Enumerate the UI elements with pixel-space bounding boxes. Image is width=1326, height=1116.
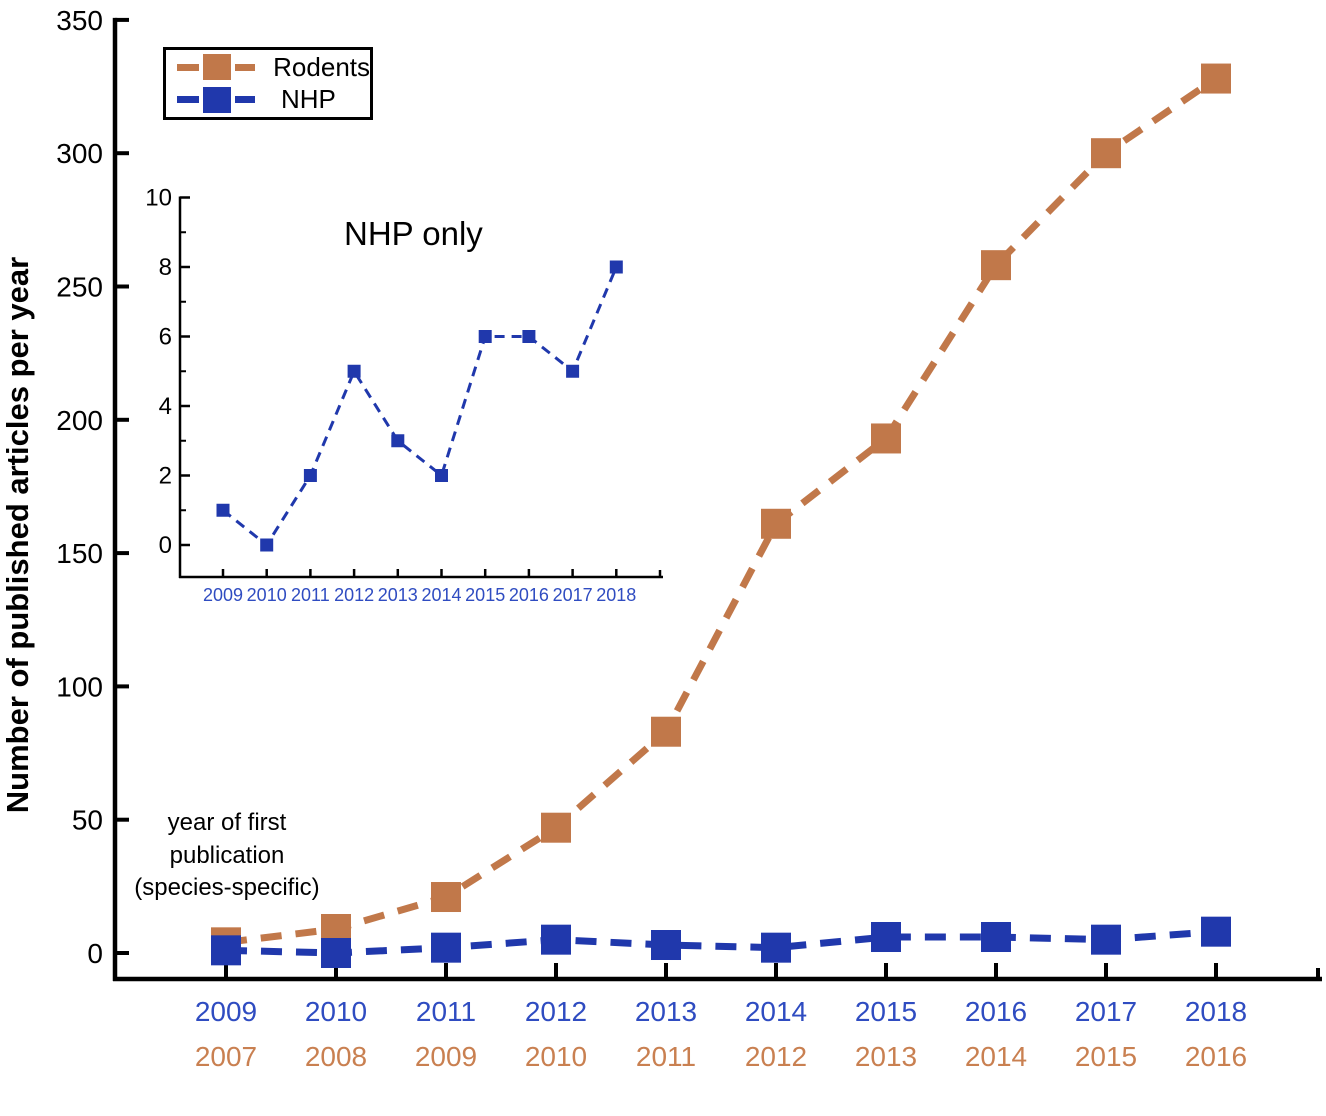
- nhp-marker-2011: [431, 932, 461, 963]
- rodents-marker-2018: [1201, 63, 1231, 94]
- rodents-line: [225, 75, 1218, 946]
- annotation-line-1: year of first: [167, 809, 287, 836]
- legend-item-rodents: Rodents: [177, 52, 370, 83]
- main-xlabel-nhp-years-2016: 2016: [965, 996, 1027, 1027]
- nhp-line-marker-swatch: [177, 86, 263, 113]
- inset-xlabel-2015: 2015: [465, 585, 505, 605]
- inset-nhp-marker-2014: [435, 469, 448, 482]
- main-xlabel-nhp-years-2010: 2010: [305, 996, 367, 1027]
- nhp-marker-2009: [211, 935, 241, 966]
- inset-nhp-marker-2009: [216, 503, 230, 517]
- inset-nhp-marker-2016: [522, 330, 536, 343]
- main-xlabel-rodent-years-2008: 2008: [305, 1041, 367, 1072]
- nhp-marker-2017: [1091, 924, 1121, 955]
- main-xlabel-nhp-years-2015: 2015: [855, 996, 917, 1027]
- legend-label-nhp: NHP: [281, 84, 336, 115]
- rodents-line-marker-swatch: [177, 54, 255, 81]
- inset-xlabel-2016: 2016: [509, 585, 549, 605]
- inset-ytick-label-2: 2: [159, 463, 172, 490]
- inset-nhp-marker-2012: [347, 364, 361, 378]
- rodents-marker-2014: [761, 508, 791, 539]
- main-ytick-label-0: 0: [87, 938, 103, 969]
- inset-xlabel-2011: 2011: [291, 585, 330, 605]
- inset-xlabel-2014: 2014: [421, 585, 461, 605]
- inset-xlabel-2009: 2009: [203, 585, 243, 605]
- main-xlabel-rodent-years-2010: 2010: [525, 1041, 587, 1072]
- inset-nhp-marker-2015: [478, 330, 492, 343]
- inset-title: NHP only: [344, 215, 483, 252]
- inset-nhp-marker-2018: [609, 260, 623, 274]
- inset-ytick-label-8: 8: [159, 254, 172, 281]
- main-ytick-label-100: 100: [56, 671, 103, 702]
- main-xlabel-nhp-years-2018: 2018: [1185, 996, 1247, 1027]
- main-xlabel-rodent-years-2012: 2012: [745, 1041, 807, 1072]
- rodents-marker-2013: [651, 716, 681, 747]
- inset-ytick-label-4: 4: [159, 393, 172, 420]
- nhp-marker-2016: [981, 922, 1011, 953]
- nhp-marker-2012: [541, 924, 571, 955]
- inset-ytick-label-10: 10: [145, 185, 172, 212]
- main-ytick-label-350: 350: [56, 5, 103, 36]
- inset-xlabel-2010: 2010: [247, 585, 287, 605]
- main-ytick-label-300: 300: [56, 138, 103, 169]
- legend-item-nhp: NHP: [177, 84, 370, 115]
- nhp-marker-2010: [321, 938, 351, 968]
- rodents-marker-2017: [1091, 138, 1121, 169]
- main-xlabel-rodent-years-2007: 2007: [195, 1041, 257, 1072]
- main-xlabel-rodent-years-2013: 2013: [855, 1041, 917, 1072]
- inset-nhp-marker-2011: [303, 469, 317, 482]
- rodents-marker-2012: [541, 812, 571, 843]
- main-ytick-label-150: 150: [56, 538, 103, 569]
- inset-xlabel-2017: 2017: [553, 585, 593, 605]
- main-xlabel-rodent-years-2016: 2016: [1185, 1041, 1247, 1072]
- inset-nhp-marker-2013: [391, 434, 405, 448]
- inset-xlabel-2018: 2018: [596, 585, 636, 605]
- nhp-marker-2013: [651, 930, 681, 961]
- main-xlabel-rodent-years-2015: 2015: [1075, 1041, 1137, 1072]
- main-ytick-label-50: 50: [72, 805, 103, 836]
- annotation-line-2: publication: [169, 841, 285, 869]
- main-xlabel-nhp-years-2009: 2009: [195, 996, 257, 1027]
- y-axis-label: Number of published articles per year: [0, 256, 35, 814]
- main-ytick-label-250: 250: [56, 272, 103, 303]
- main-xlabel-rodent-years-2009: 2009: [415, 1041, 477, 1072]
- annotation-line-3: (species-specific): [134, 874, 320, 901]
- main-xlabel-nhp-years-2011: 2011: [416, 996, 476, 1027]
- inset-xlabel-2013: 2013: [378, 585, 418, 605]
- inset-nhp-marker-2017: [566, 364, 580, 378]
- nhp-marker-2014: [761, 932, 791, 963]
- legend: Rodents NHP: [163, 47, 373, 120]
- main-xlabel-rodent-years-2014: 2014: [965, 1041, 1027, 1072]
- inset-nhp-line: [222, 266, 618, 548]
- inset-xlabel-2012: 2012: [334, 585, 374, 605]
- main-xlabel-rodent-years-2011: 2011: [636, 1041, 696, 1072]
- main-xlabel-nhp-years-2013: 2013: [635, 996, 697, 1027]
- annotation-year-of-first-publication: year of first publication (species-speci…: [97, 807, 357, 905]
- inset-ytick-label-0: 0: [159, 532, 172, 559]
- main-xlabel-nhp-years-2014: 2014: [745, 996, 807, 1027]
- nhp-marker-2015: [871, 922, 901, 953]
- inset-nhp-marker-2010: [260, 538, 274, 552]
- rodents-marker-2015: [871, 423, 901, 454]
- nhp-line: [225, 928, 1217, 957]
- main-xlabel-nhp-years-2012: 2012: [525, 996, 587, 1027]
- rodents-marker-2016: [981, 250, 1011, 281]
- rodents-marker-2011: [431, 882, 461, 913]
- inset-ytick-label-6: 6: [159, 324, 172, 351]
- nhp-marker-2018: [1201, 916, 1231, 947]
- main-xlabel-nhp-years-2017: 2017: [1075, 996, 1137, 1027]
- main-ytick-label-200: 200: [56, 405, 103, 436]
- legend-label-rodents: Rodents: [273, 51, 370, 82]
